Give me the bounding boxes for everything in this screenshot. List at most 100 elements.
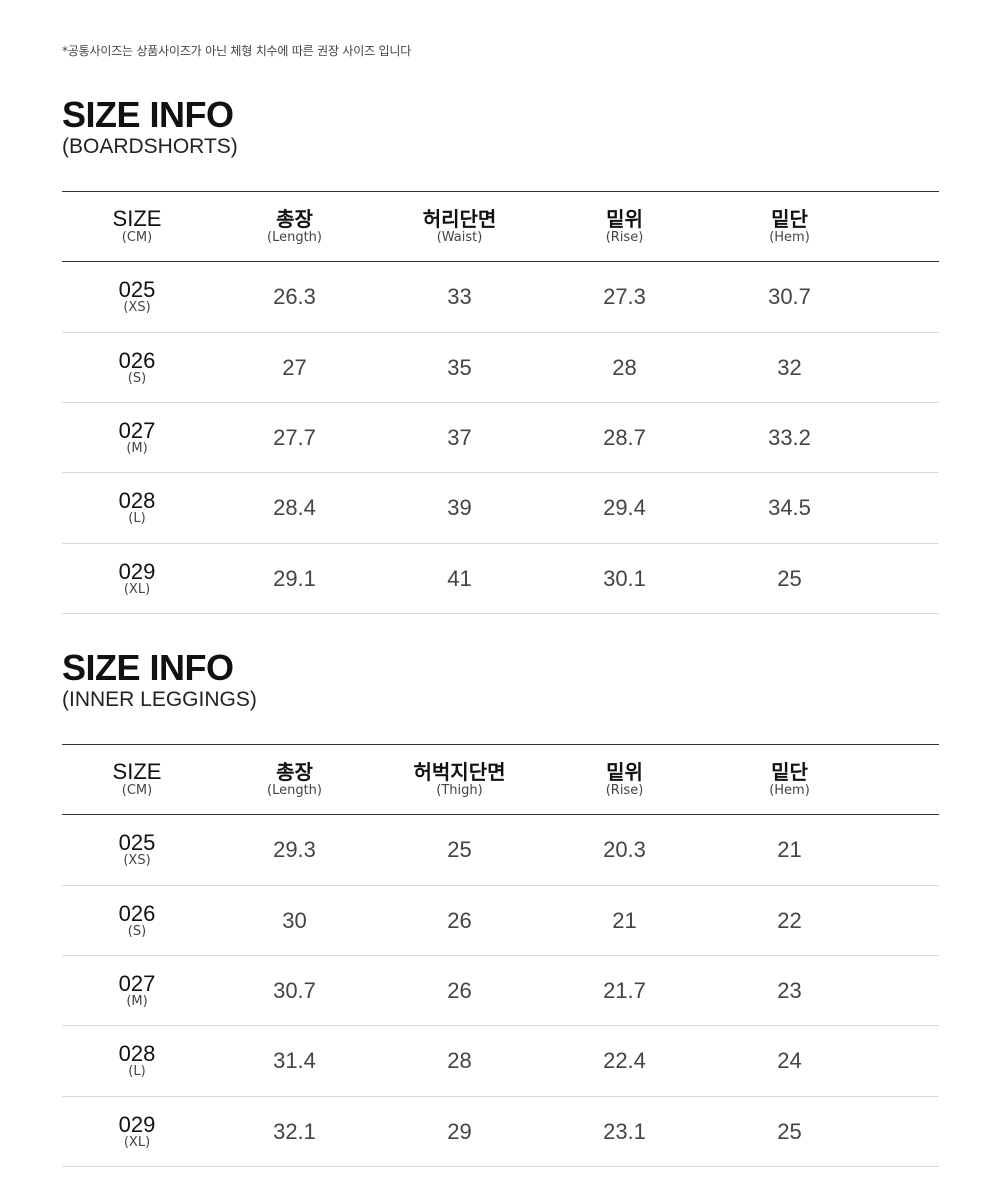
length-value: 30 xyxy=(282,907,307,933)
empty-cell xyxy=(872,262,939,333)
table-row: 027 (M) 30.7 26 21.7 23 xyxy=(62,956,939,1026)
size-label: (XL) xyxy=(123,581,151,597)
size-label: (S) xyxy=(127,370,147,386)
hem-value: 22 xyxy=(777,907,802,933)
size-code: 026 xyxy=(118,347,156,373)
header-main: 밑위 xyxy=(606,206,643,231)
section-subtitle: (INNER LEGGINGS) xyxy=(62,688,257,711)
table-row: 026 (S) 27 35 28 32 xyxy=(62,333,939,403)
header-sub: (Thigh) xyxy=(436,782,483,798)
thigh-value: 28 xyxy=(447,1048,472,1073)
rise-value: 27.3 xyxy=(603,284,646,309)
empty-cell xyxy=(872,1097,939,1167)
inner-leggings-section: SIZE INFO (INNER LEGGINGS) SIZE (CM) 총장 (L… xyxy=(62,647,939,1167)
rise-value: 21.7 xyxy=(603,977,646,1003)
table-header-row: SIZE (CM) 총장 (Length) 허벅지단면 (Thigh) 밑위 (Rise… xyxy=(62,744,939,815)
header-sub: (Rise) xyxy=(605,782,644,798)
table-row: 027 (M) 27.7 37 28.7 33.2 xyxy=(62,403,939,473)
size-label: (XS) xyxy=(123,853,151,868)
waist-value: 37 xyxy=(447,424,472,450)
hem-value: 24 xyxy=(777,1048,802,1073)
empty-cell xyxy=(872,815,939,886)
header-size: SIZE (CM) xyxy=(62,192,212,262)
table-row: 028 (L) 31.4 28 22.4 24 xyxy=(62,1026,939,1097)
header-sub: (Rise) xyxy=(605,229,644,245)
header-rise: 밑위 (Rise) xyxy=(542,745,707,815)
size-cell: 027 (M) xyxy=(62,956,212,1026)
size-code: 025 xyxy=(118,277,156,302)
header-sub: (CM) xyxy=(121,782,153,798)
length-value: 29.3 xyxy=(273,837,316,862)
table-row: 029 (XL) 29.1 41 30.1 25 xyxy=(62,544,939,614)
header-sub: (Length) xyxy=(267,229,322,245)
size-label: (S) xyxy=(127,923,147,939)
length-value: 27 xyxy=(282,354,307,380)
length-value: 32.1 xyxy=(273,1118,316,1144)
size-code: 029 xyxy=(118,1111,156,1137)
size-cell: 025 (XS) xyxy=(62,815,212,886)
size-cell: 025 (XS) xyxy=(62,262,212,333)
size-label: (M) xyxy=(126,440,148,456)
section-title: SIZE INFO xyxy=(62,647,234,688)
table-row: 029 (XL) 32.1 29 23.1 25 xyxy=(62,1097,939,1167)
size-cell: 029 (XL) xyxy=(62,1097,212,1167)
header-main: 허리단면 xyxy=(422,206,497,231)
table-row: 025 (XS) 29.3 25 20.3 21 xyxy=(62,815,939,886)
waist-value: 39 xyxy=(447,495,472,520)
header-main: 밑단 xyxy=(771,206,808,231)
rise-value: 22.4 xyxy=(603,1048,646,1073)
inner-leggings-size-table: SIZE (CM) 총장 (Length) 허벅지단면 (Thigh) 밑위 (Rise… xyxy=(62,744,939,1167)
size-code: 027 xyxy=(118,417,156,443)
size-code: 027 xyxy=(118,970,156,996)
size-code: 029 xyxy=(118,558,156,584)
header-main: 총장 xyxy=(276,206,313,231)
header-sub: (CM) xyxy=(121,229,153,245)
rise-value: 30.1 xyxy=(603,565,646,591)
rise-value: 29.4 xyxy=(603,495,646,520)
size-label: (L) xyxy=(128,1064,146,1079)
hem-value: 21 xyxy=(777,837,802,862)
waist-value: 41 xyxy=(447,565,472,591)
header-empty xyxy=(872,745,939,815)
header-size: SIZE (CM) xyxy=(62,745,212,815)
empty-cell xyxy=(872,886,939,956)
hem-value: 32 xyxy=(777,354,802,380)
length-value: 27.7 xyxy=(273,424,316,450)
table-row: 026 (S) 30 26 21 22 xyxy=(62,886,939,956)
hem-value: 30.7 xyxy=(768,284,811,309)
empty-cell xyxy=(872,473,939,544)
thigh-value: 26 xyxy=(447,907,472,933)
size-cell: 029 (XL) xyxy=(62,544,212,614)
empty-cell xyxy=(872,1026,939,1097)
hem-value: 33.2 xyxy=(768,424,811,450)
rise-value: 20.3 xyxy=(603,837,646,862)
section-subtitle: (BOARDSHORTS) xyxy=(62,135,238,158)
empty-cell xyxy=(872,333,939,403)
size-cell: 026 (S) xyxy=(62,886,212,956)
length-value: 28.4 xyxy=(273,495,316,520)
header-hem: 밑단 (Hem) xyxy=(707,745,872,815)
size-cell: 027 (M) xyxy=(62,403,212,473)
rise-value: 21 xyxy=(612,907,637,933)
header-empty xyxy=(872,192,939,262)
thigh-value: 29 xyxy=(447,1118,472,1144)
header-sub: (Hem) xyxy=(769,782,810,798)
size-label: (M) xyxy=(126,993,148,1009)
table-row: 028 (L) 28.4 39 29.4 34.5 xyxy=(62,473,939,544)
header-sub: (Hem) xyxy=(769,229,810,245)
boardshorts-section: SIZE INFO (BOARDSHORTS) SIZE (CM) 총장 (Leng… xyxy=(62,97,939,614)
size-cell: 026 (S) xyxy=(62,333,212,403)
size-code: 028 xyxy=(118,488,156,513)
header-main: SIZE xyxy=(112,205,162,231)
hem-value: 34.5 xyxy=(768,495,811,520)
hem-value: 25 xyxy=(777,565,802,591)
table-row: 025 (XS) 26.3 33 27.3 30.7 xyxy=(62,262,939,333)
hem-value: 25 xyxy=(777,1118,802,1144)
length-value: 26.3 xyxy=(273,284,316,309)
size-label: (XL) xyxy=(123,1134,151,1150)
size-cell: 028 (L) xyxy=(62,1026,212,1097)
size-label: (L) xyxy=(128,511,146,526)
header-hem: 밑단 (Hem) xyxy=(707,192,872,262)
header-sub: (Length) xyxy=(267,782,322,798)
rise-value: 23.1 xyxy=(603,1118,646,1144)
